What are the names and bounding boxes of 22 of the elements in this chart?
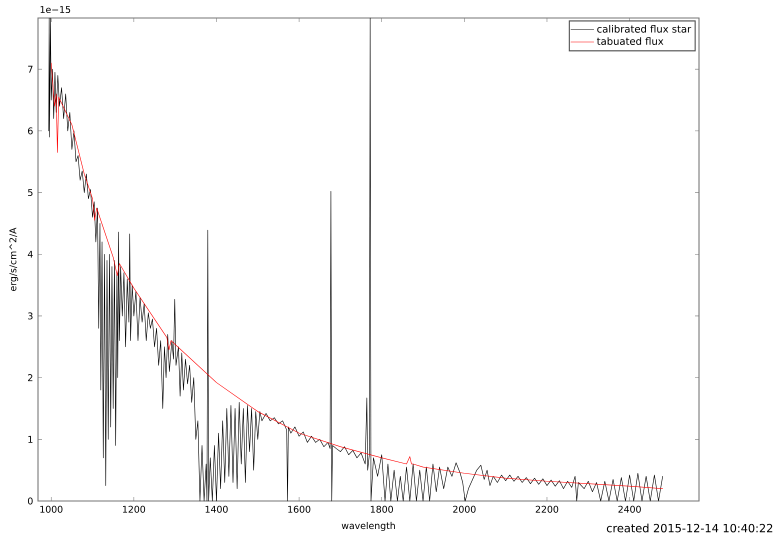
text: 1e−15 — [40, 6, 70, 14]
x-tick-label: 1200 — [123, 506, 146, 513]
y-tick-label: 2 — [28, 374, 32, 382]
x-tick-label: 2200 — [536, 506, 558, 513]
x-tick-label: 1800 — [370, 506, 393, 513]
x-tick-label: 1600 — [288, 506, 310, 513]
y-tick-label: 6 — [28, 127, 33, 134]
y-tick-label: 1 — [28, 436, 32, 443]
x-tick-label: 2400 — [618, 506, 641, 513]
y-tick-label: 4 — [28, 250, 33, 258]
legend-label: calibrated flux star — [597, 24, 692, 33]
y-tick-label: 5 — [28, 189, 32, 196]
x-tick-label: 2000 — [453, 506, 476, 513]
x-tick-label: 1000 — [40, 506, 62, 513]
y-tick-label: 3 — [28, 312, 33, 320]
y-tick-label: 7 — [28, 66, 32, 73]
y-axis-title: erg/s/cm^2/A — [9, 228, 18, 291]
x-tick-label: 1400 — [206, 506, 228, 513]
legend-label: tabuated flux — [596, 37, 664, 45]
y-tick-label: 0 — [28, 497, 33, 505]
x-axis-title: wavelength — [342, 522, 395, 531]
text: created 2015-12-14 10:40:22 — [606, 524, 772, 532]
